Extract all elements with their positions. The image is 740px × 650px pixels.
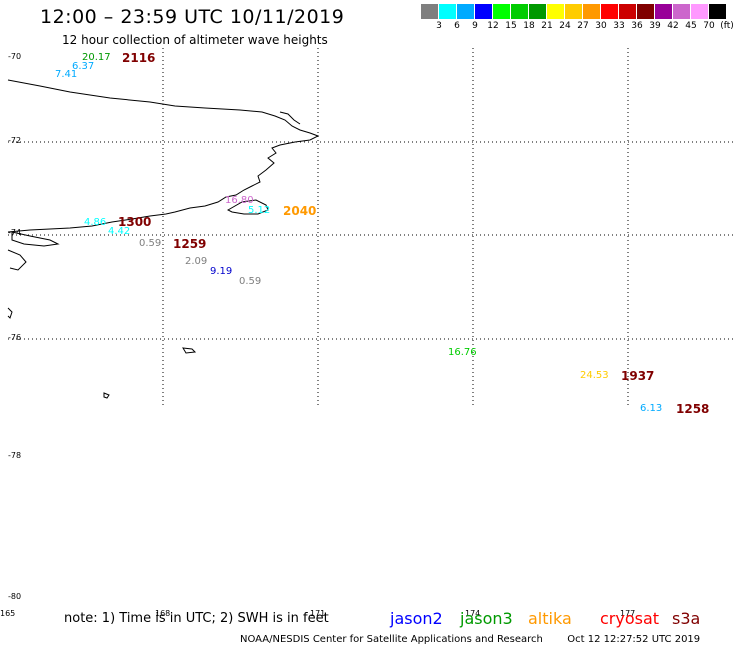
scale-swatch	[691, 4, 708, 19]
wave-height-label: 5.12	[248, 205, 271, 216]
legend-jason2: jason2	[390, 609, 443, 628]
wave-height-label: 7.41	[55, 69, 78, 80]
wave-height-label: 20.17	[82, 52, 111, 63]
scale-tick-label: 18	[523, 21, 535, 31]
scale-swatch	[673, 4, 690, 19]
scale-tick-label: 33	[613, 21, 625, 31]
scale-swatch	[655, 4, 672, 19]
scale-swatch	[637, 4, 654, 19]
observation-time-label: 1300	[118, 215, 152, 229]
lon-label: 165	[0, 609, 16, 618]
wave-height-label: 16.80	[225, 195, 254, 206]
scale-swatch	[619, 4, 636, 19]
wave-height-label: 2.09	[185, 256, 208, 267]
legend-s3a: s3a	[672, 609, 701, 628]
observation-time-label: 1937	[621, 369, 655, 383]
wave-height-label: 0.59	[239, 276, 262, 287]
lat-label: -70	[8, 52, 22, 61]
scale-swatch	[547, 4, 564, 19]
wave-height-label: 24.53	[580, 370, 609, 381]
wave-height-label: 9.19	[210, 266, 233, 277]
scale-tick-label: 70	[703, 21, 715, 31]
scale-tick-label: 15	[505, 21, 517, 31]
observation-time-label: 2116	[122, 51, 156, 65]
wave-height-label: 6.37	[72, 61, 95, 72]
scale-tick-label: 39	[649, 21, 661, 31]
scale-swatch	[439, 4, 456, 19]
map-subtitle: 12 hour collection of altimeter wave hei…	[62, 33, 328, 47]
scale-swatch	[583, 4, 600, 19]
lat-label: -72	[8, 136, 22, 145]
observation-time-label: 1259	[173, 237, 207, 251]
scale-tick-label: 12	[487, 21, 499, 31]
wave-height-label: 0.59	[139, 238, 162, 249]
footer-note: note: 1) Time is in UTC; 2) SWH is in fe…	[64, 611, 329, 626]
lon-label: 177	[620, 609, 636, 618]
credit-text: NOAA/NESDIS Center for Satellite Applica…	[240, 634, 543, 645]
observation-time-label: 2040	[283, 204, 317, 218]
scale-unit-label: (ft)	[720, 21, 734, 31]
scale-tick-label: 27	[577, 21, 589, 31]
scale-swatch	[529, 4, 546, 19]
scale-tick-label: 9	[472, 21, 478, 31]
scale-tick-label: 21	[541, 21, 553, 31]
graticule	[8, 48, 734, 406]
scale-swatch	[511, 4, 528, 19]
scale-tick-label: 30	[595, 21, 607, 31]
lon-label: 168	[155, 609, 171, 618]
wave-height-label: 16.76	[448, 347, 477, 358]
scale-tick-label: 42	[667, 21, 679, 31]
map-title: 12:00 – 23:59 UTC 10/11/2019	[40, 6, 345, 28]
scale-swatch	[601, 4, 618, 19]
scale-tick-label: 45	[685, 21, 697, 31]
lon-label: 171	[310, 609, 326, 618]
wave-height-label: 4.86	[84, 217, 107, 228]
scale-tick-label: 3	[436, 21, 442, 31]
scale-tick-label: 36	[631, 21, 643, 31]
lat-label: -76	[8, 333, 22, 342]
scale-swatch	[493, 4, 510, 19]
scale-tick-label: 6	[454, 21, 460, 31]
scale-swatch	[709, 4, 726, 19]
lon-label: 174	[465, 609, 481, 618]
wave-height-label: 4.42	[108, 226, 131, 237]
timestamp: Oct 12 12:27:52 UTC 2019	[567, 634, 701, 645]
scale-swatch	[421, 4, 438, 19]
credit-line: NOAA/NESDIS Center for Satellite Applica…	[240, 634, 700, 645]
scale-swatch	[457, 4, 474, 19]
observation-time-label: 1258	[676, 402, 710, 416]
lat-label: -80	[8, 592, 22, 601]
coastline	[7, 79, 320, 399]
scale-swatch	[475, 4, 492, 19]
legend-altika: altika	[528, 609, 572, 628]
scale-tick-label: 24	[559, 21, 571, 31]
legend-jason3: jason3	[460, 609, 513, 628]
lat-label: -74	[8, 228, 22, 237]
lat-label: -78	[8, 451, 22, 460]
legend-cryosat: cryosat	[600, 609, 660, 628]
scale-swatch	[565, 4, 582, 19]
wave-height-label: 6.13	[640, 403, 663, 414]
